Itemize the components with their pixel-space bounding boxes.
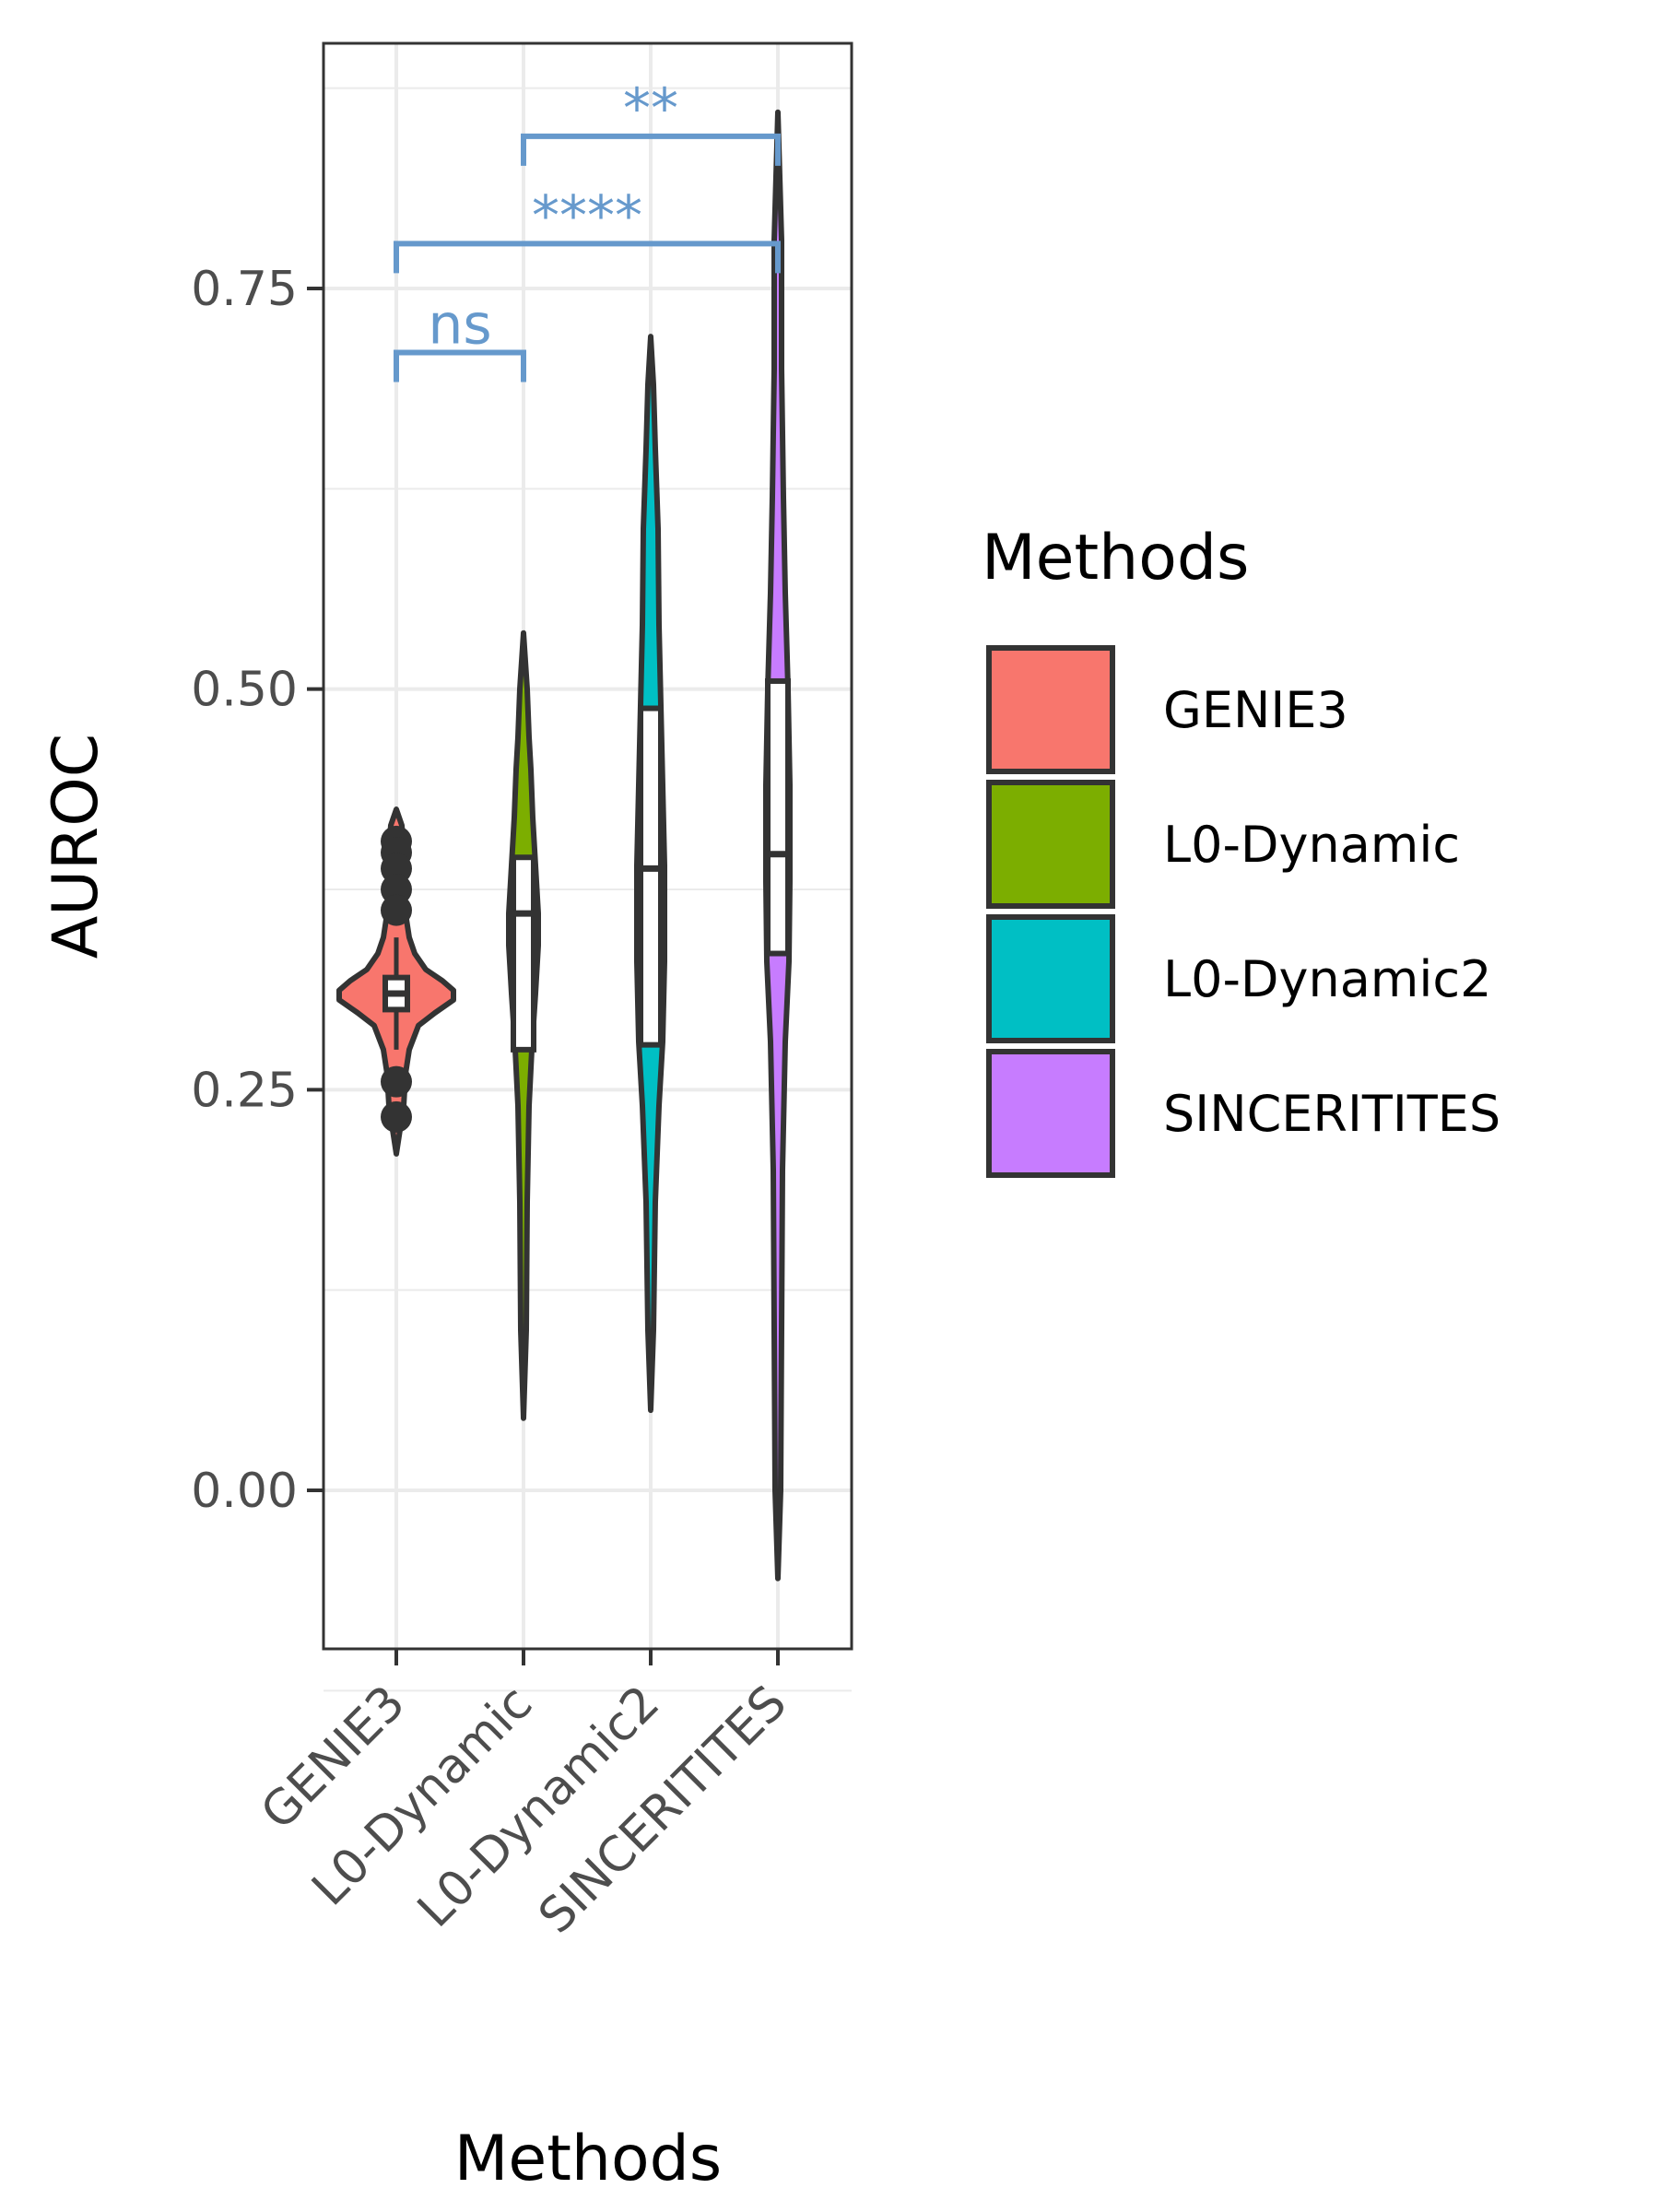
legend-label: GENIE3 [1163, 681, 1348, 739]
y-tick-label: 0.75 [191, 262, 298, 317]
significance-label: ns [428, 293, 491, 358]
legend-label: SINCERITITES [1163, 1085, 1500, 1143]
box-l0-dynamic2 [638, 705, 664, 1048]
legend-title: Methods [982, 522, 1249, 594]
y-tick-label: 0.00 [191, 1464, 298, 1519]
legend-label: L0-Dynamic [1163, 816, 1460, 874]
significance-bracket [394, 349, 526, 382]
violin-layer [336, 109, 793, 1582]
outlier-point [381, 894, 412, 926]
y-tick-label: 0.50 [191, 663, 298, 718]
significance-bracket [521, 133, 781, 166]
legend-swatch [986, 1049, 1115, 1178]
legend-items: GENIE3 L0-Dynamic L0-Dynamic2 SINCERITITES [986, 645, 1500, 1178]
legend-swatch [986, 645, 1115, 774]
x-axis-title: Methods [454, 2123, 722, 2195]
significance-label: **** [532, 183, 642, 248]
x-tick-label: L0-Dynamic [301, 1676, 543, 1917]
significance-bracket [394, 241, 781, 274]
y-tick-label: 0.25 [191, 1063, 298, 1118]
box-l0-dynamic [511, 854, 536, 1053]
box-sinceritites [765, 677, 791, 957]
outlier-point [381, 1065, 412, 1098]
legend: Methods GENIE3 L0-Dynamic L0-Dynamic2 SINCE… [982, 522, 1500, 1178]
outlier-point [381, 1100, 412, 1133]
legend-label: L0-Dynamic2 [1163, 950, 1491, 1008]
significance-layer: ns****** [394, 76, 781, 382]
significance-label: ** [623, 76, 678, 141]
legend-swatch [986, 914, 1115, 1043]
plot-panel-border [322, 41, 853, 1651]
legend-swatch [986, 780, 1115, 909]
y-axis-title: AUROC [40, 734, 112, 959]
